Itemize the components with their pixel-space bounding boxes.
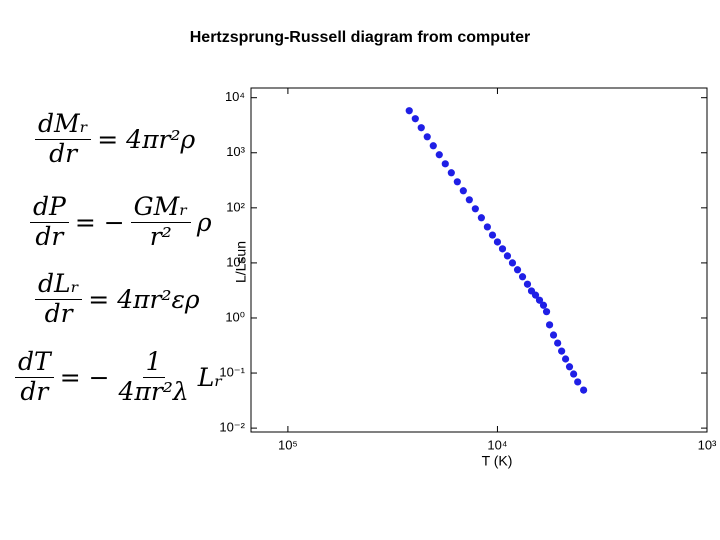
equation: dMᵣ dr = 4πr²ρ: [35, 109, 196, 169]
y-axis-label: L/Lsun: [233, 241, 249, 283]
y-tick-label: 10⁴: [225, 89, 245, 104]
denominator: r²: [149, 221, 172, 251]
data-point: [503, 252, 512, 260]
data-point: [565, 363, 574, 371]
data-point: [471, 205, 479, 213]
data-point: [580, 386, 588, 394]
data-point: [459, 187, 467, 195]
data-point: [477, 214, 485, 222]
data-point: [488, 231, 497, 239]
data-point: [508, 259, 517, 267]
data-point: [549, 331, 558, 339]
lhs-fraction: dLᵣ dr: [35, 269, 83, 329]
denominator: dr: [44, 298, 73, 328]
y-tick-label: 10⁻¹: [219, 364, 245, 379]
x-tick-label: 10⁴: [487, 437, 507, 452]
y-tick-label: 10³: [226, 144, 245, 159]
data-point: [447, 169, 455, 177]
equation-term: = 4πr²ερ: [88, 284, 200, 314]
denominator: dr: [20, 376, 49, 406]
data-point: [513, 266, 522, 274]
data-point: [574, 378, 582, 386]
equation-term: = 4πr²ρ: [97, 124, 196, 154]
lhs-fraction: dP dr: [30, 192, 69, 252]
y-tick-label: 10²: [226, 199, 245, 214]
numerator: dMᵣ: [35, 109, 92, 140]
data-point: [523, 280, 532, 288]
data-point: [561, 355, 570, 363]
data-point: [493, 238, 502, 246]
data-point: [539, 301, 548, 309]
data-point: [465, 196, 473, 204]
data-point: [518, 273, 527, 281]
chart-title: Hertzsprung-Russell diagram from compute…: [190, 29, 531, 46]
data-point: [429, 142, 437, 150]
data-point: [531, 291, 540, 299]
plot-frame: [250, 87, 708, 433]
rhs-fraction: 1 4πr²λ: [116, 347, 192, 407]
data-point: [535, 296, 544, 304]
x-axis-label: T (K): [482, 453, 513, 469]
denominator: 4πr²λ: [118, 376, 189, 406]
lhs-fraction: dMᵣ dr: [35, 109, 92, 169]
x-tick-label: 10⁵: [278, 437, 298, 452]
rhs-fraction: GMᵣ r²: [130, 192, 191, 252]
numerator: dT: [15, 347, 54, 378]
equation: dP dr = − GMᵣ r² ρ: [30, 192, 212, 252]
x-tick-label: 10³: [698, 437, 717, 452]
numerator: 1: [142, 347, 165, 378]
numerator: GMᵣ: [130, 192, 191, 223]
data-point: [542, 308, 551, 316]
data-point: [435, 151, 443, 159]
data-point: [453, 178, 461, 186]
data-point: [423, 133, 431, 141]
y-tick-label: 10⁻²: [219, 420, 245, 435]
equation: dT dr = −1 4πr²λ Lᵣ: [15, 347, 223, 407]
lhs-fraction: dT dr: [15, 347, 54, 407]
numerator: dLᵣ: [35, 269, 83, 300]
data-point: [483, 223, 491, 231]
denominator: dr: [35, 221, 64, 251]
equation-term: = −: [59, 362, 110, 392]
y-tick-label: 10¹: [226, 254, 245, 269]
data-point: [554, 339, 562, 347]
data-point: [405, 107, 413, 115]
data-point: [417, 124, 425, 132]
data-point: [558, 347, 566, 355]
numerator: dP: [30, 192, 69, 223]
equation-term: Lᵣ: [197, 362, 223, 392]
data-point: [411, 115, 419, 123]
data-point: [441, 160, 449, 168]
equation-term: = −: [74, 207, 125, 237]
equation-term: ρ: [196, 207, 212, 237]
data-point: [545, 321, 554, 329]
data-point: [498, 245, 507, 253]
y-tick-label: 10⁰: [225, 309, 245, 324]
data-point: [570, 370, 578, 378]
denominator: dr: [49, 138, 78, 168]
equation: dLᵣ dr = 4πr²ερ: [35, 269, 200, 329]
